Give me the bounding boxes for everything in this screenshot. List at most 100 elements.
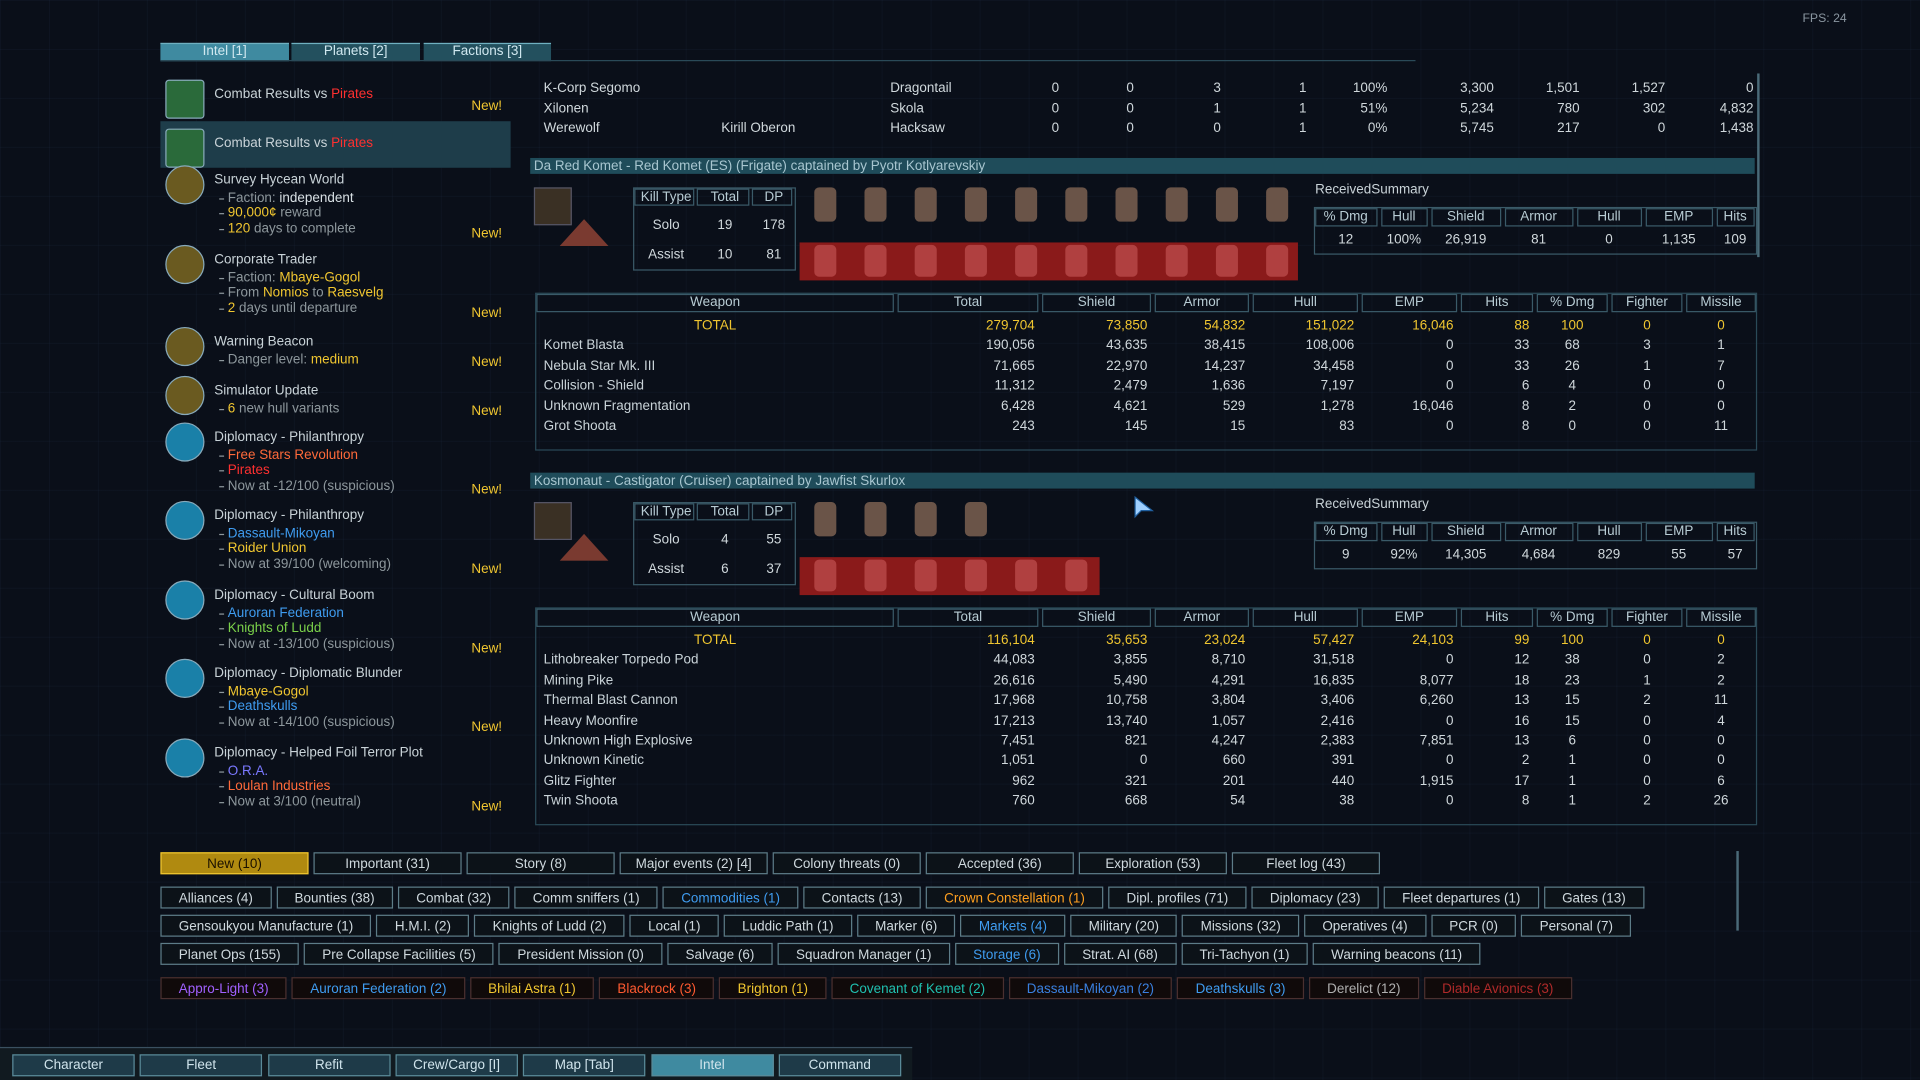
filter-button[interactable]: Exploration (53) (1078, 852, 1227, 875)
filter-button[interactable]: Crown Constellation (1) (925, 886, 1104, 909)
filter-button[interactable]: Colony threats (0) (772, 852, 921, 875)
item-icon[interactable] (165, 244, 205, 285)
filter-button[interactable]: PCR (0) (1430, 914, 1517, 937)
item-title-part: Diplomacy - Diplomatic Blunder (214, 666, 403, 681)
tab[interactable] (423, 42, 552, 62)
filter-button[interactable]: Contacts (13) (803, 886, 921, 909)
filter-button[interactable]: Missions (32) (1182, 914, 1300, 937)
filter-button[interactable]: Gensoukyou Manufacture (1) (160, 914, 372, 937)
item-title-part: Diplomacy - Helped Foil Terror Plot (214, 745, 423, 761)
filter-row: Appro-Light (3) Auroran Federation (2) Bhi… (160, 977, 1572, 1000)
filter-button[interactable]: Personal (7) (1521, 914, 1632, 937)
filter-button[interactable]: Auroran Federation (2) (291, 977, 465, 1000)
item-icon[interactable] (165, 165, 205, 205)
item-icon[interactable] (165, 738, 205, 778)
tab[interactable] (291, 42, 421, 62)
filter-button[interactable]: Luddic Path (1) (723, 914, 852, 937)
item-icon[interactable] (165, 326, 205, 367)
nav-button[interactable] (267, 1054, 391, 1077)
filter-button[interactable]: Accepted (36) (925, 852, 1074, 875)
filter-button[interactable]: Fleet departures (1) (1383, 886, 1539, 909)
filter-button[interactable]: Military (20) (1070, 914, 1178, 937)
item-icon[interactable] (165, 422, 205, 462)
weapon-cell: 0 (1643, 753, 1651, 769)
filter-button[interactable]: Major events (2) [4] (619, 852, 768, 875)
filter-button[interactable]: Bhilai Astra (1) (469, 977, 595, 1000)
nav-button[interactable] (12, 1054, 135, 1077)
nav-button[interactable] (523, 1054, 646, 1077)
nav-button[interactable] (778, 1054, 901, 1077)
item-icon[interactable] (165, 79, 205, 119)
filter-button[interactable]: Planet Ops (155) (160, 942, 299, 965)
filter-button[interactable]: Dassault-Mikoyan (2) (1008, 977, 1173, 1000)
filter-button[interactable]: H.M.I. (2) (376, 914, 470, 937)
new-badge: New! (471, 482, 503, 498)
item-line-part: Faction: (227, 270, 280, 286)
filter-button[interactable]: Dipl. profiles (71) (1108, 886, 1247, 909)
item-icon[interactable] (165, 580, 205, 620)
new-badge: New! (471, 562, 503, 577)
weapon-cell: 1 (1717, 338, 1725, 354)
nav-button[interactable] (395, 1054, 518, 1077)
filter-button[interactable]: Diplomacy (23) (1251, 886, 1379, 909)
filter-button[interactable]: Knights of Ludd (2) (474, 914, 625, 937)
item-icon[interactable] (165, 500, 205, 541)
ship-icon (1115, 244, 1138, 277)
weapon-head (897, 293, 1039, 313)
filter-button[interactable]: Brighton (1) (719, 977, 827, 1000)
weapon-name: Mining Pike (543, 673, 614, 688)
filter-button[interactable]: Blackrock (3) (599, 977, 715, 1000)
filter-button[interactable]: President Mission (0) (498, 942, 663, 965)
filter-button[interactable]: Fleet log (43) (1231, 852, 1381, 875)
filter-button[interactable]: Story (8) (466, 852, 615, 875)
filter-button[interactable]: Gates (13) (1543, 886, 1645, 909)
nav-button[interactable] (650, 1054, 774, 1077)
filter-button[interactable]: Squadron Manager (1) (777, 942, 950, 965)
filter-button[interactable]: Diable Avionics (3) (1423, 977, 1572, 1000)
filter-button[interactable]: Deathskulls (3) (1177, 977, 1304, 1000)
filter-button[interactable]: Warning beacons (11) (1312, 942, 1481, 965)
filter-button[interactable]: Markets (4) (960, 914, 1066, 937)
filter-button[interactable]: Comm sniffers (1) (514, 886, 658, 909)
filter-button[interactable]: Covenant of Kemet (2) (831, 977, 1004, 1000)
filter-button[interactable]: Pre Collapse Facilities (5) (303, 942, 495, 965)
ship-icon (1165, 187, 1188, 222)
item-icon[interactable] (165, 658, 205, 698)
weapon-cell: 35,653 (1106, 633, 1148, 648)
filter-button[interactable]: New (10) (160, 852, 309, 875)
item-line-part: new hull variants (235, 401, 340, 417)
item-title-part: Survey Hycean World (214, 172, 345, 188)
weapon-header: Shield (1077, 295, 1116, 310)
nav-label: Command (808, 1057, 871, 1073)
filter-button[interactable]: Bounties (38) (276, 886, 394, 909)
filter-button[interactable]: Appro-Light (3) (160, 977, 287, 1000)
filter-button[interactable]: Tri-Tachyon (1) (1181, 942, 1308, 965)
cell: 0 (1126, 80, 1134, 96)
item-line: Dassault-Mikoyan (228, 527, 335, 542)
filter-button[interactable]: Operatives (4) (1303, 914, 1427, 937)
weapon-cell: 16,835 (1313, 673, 1355, 688)
filter-button[interactable]: Alliances (4) (160, 886, 272, 909)
weapon-cell: 0 (1717, 733, 1725, 749)
filter-button[interactable]: Marker (6) (856, 914, 956, 937)
filter-button[interactable]: Combat (32) (397, 886, 510, 909)
item-line: Now at 39/100 (welcoming) (228, 557, 391, 572)
item-title: Combat Results vs Pirates (214, 136, 373, 151)
filter-button[interactable]: Commodities (1) (662, 886, 799, 909)
filter-button[interactable]: Storage (6) (954, 942, 1059, 965)
item-line-part: 90,000¢ (227, 206, 277, 221)
item-title-part: Pirates (331, 135, 374, 151)
filter-button[interactable]: Local (1) (629, 914, 719, 937)
filter-button[interactable]: Strat. AI (68) (1063, 942, 1177, 965)
item-icon[interactable] (165, 375, 205, 416)
item-icon[interactable] (165, 128, 205, 168)
nav-button[interactable] (139, 1054, 263, 1077)
tab[interactable] (160, 42, 289, 62)
weapon-cell: 54,832 (1204, 318, 1246, 334)
filter-button[interactable]: Salvage (6) (667, 942, 773, 965)
kill-head (696, 503, 750, 521)
summary-header: EMP (1664, 524, 1694, 539)
filter-button[interactable]: Derelict (12) (1308, 977, 1419, 1000)
filter-button[interactable]: Important (31) (313, 852, 462, 875)
item-title-part: Pirates (331, 86, 374, 102)
